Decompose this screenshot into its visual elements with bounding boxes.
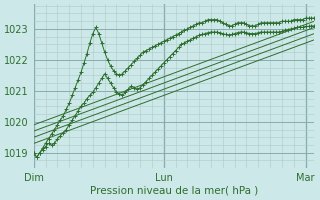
X-axis label: Pression niveau de la mer( hPa ): Pression niveau de la mer( hPa ) (90, 186, 258, 196)
